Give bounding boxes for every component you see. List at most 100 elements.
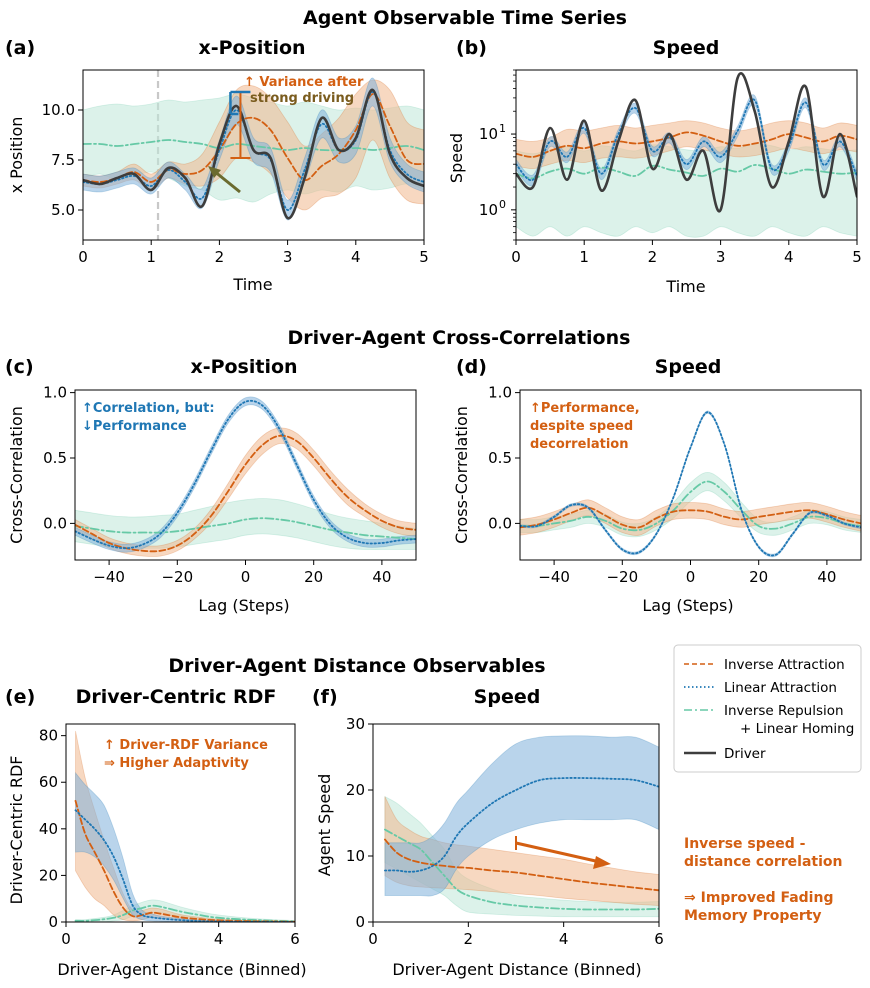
panel-label-c: (c) (5, 356, 34, 378)
panel-d-title: Speed (655, 356, 722, 378)
panel-f-ytick-label: 30 (346, 715, 365, 733)
section-title-cross-correlations: Driver-Agent Cross-Correlations (288, 327, 631, 349)
section-title-time-series: Agent Observable Time Series (303, 7, 627, 29)
panel-d-xtick-label: −20 (606, 568, 638, 586)
panel-f-line-1 (384, 838, 659, 892)
panel-e-annotation-line2: ⇒ Higher Adaptivity (104, 756, 249, 771)
panel-c-ytick-label: 0.0 (43, 514, 67, 532)
panel-f-trend-arrow-head (593, 856, 611, 869)
panel-a-ytick-label: 10.0 (42, 101, 75, 119)
panel-c-xlabel: Lag (Steps) (198, 596, 289, 615)
panel-d-line-2 (520, 411, 861, 557)
panel-e-xtick-label: 0 (61, 930, 71, 948)
panel-e-xtick-label: 4 (214, 930, 224, 948)
side-note-line3: ⇒ Improved Fading (684, 890, 833, 906)
panel-a-annotation-line2: strong driving (250, 91, 354, 106)
panel-c-title: x-Position (190, 356, 297, 378)
panel-d-line-1 (520, 506, 861, 529)
panel-a-xtick-label: 2 (215, 248, 225, 266)
panel-c-line-2 (75, 399, 416, 550)
panel-c-ytick-label: 1.0 (43, 384, 67, 402)
panel-a-xtick-label: 0 (78, 248, 88, 266)
panel-a-line-0 (83, 139, 424, 152)
panel-d-plot-area: −40 −20 0 20 40 0.0 0.5 1.0 (488, 384, 862, 586)
panel-e-frame (65, 723, 296, 923)
panel-b-ytick-label: 10 (479, 201, 498, 219)
panel-d-annotation-line3: decorrelation (530, 437, 628, 452)
panel-e-ytick-label: 0 (48, 913, 58, 931)
panel-d-speed-xcorr: (d) Speed −40 −20 0 20 40 0.0 0.5 1.0 Lag (Step… (452, 356, 862, 615)
panel-b-xtick-label: 0 (511, 248, 521, 266)
panel-c-xtick-label: −40 (93, 568, 125, 586)
panel-e-xtick-label: 2 (138, 930, 148, 948)
panel-f-ytick-label: 10 (346, 847, 365, 865)
panel-f-plot-area: 0 2 4 6 0 10 20 30 (346, 715, 664, 948)
panel-d-xtick-label: −40 (538, 568, 570, 586)
panel-c-xtick-label: 20 (304, 568, 323, 586)
panel-d-annotation-line1: ↑Performance, (530, 401, 640, 416)
panel-e-ytick-label: 40 (39, 820, 58, 838)
panel-a-xtick-label: 5 (419, 248, 429, 266)
panel-b-line-1 (516, 131, 857, 158)
panel-c-x-position-xcorr: (c) x-Position −40 −20 0 20 40 0.0 0.5 1.0 Lag … (5, 356, 417, 615)
panel-a-arrow-head (208, 166, 221, 178)
panel-c-line-1 (75, 434, 416, 553)
panel-f-xtick-label: 4 (559, 930, 569, 948)
panel-f-ytick-label: 0 (355, 913, 365, 931)
panel-c-annotation-line2: ↓Performance (82, 419, 187, 434)
legend-label-inverse-attraction: Inverse Attraction (724, 657, 845, 673)
panel-a-arrow-shaft (213, 169, 241, 194)
panel-d-band-1 (520, 499, 861, 536)
panel-f-xlabel: Driver-Agent Distance (Binned) (392, 960, 641, 979)
panel-a-frame (82, 69, 425, 241)
panel-f-series-layer (384, 735, 659, 918)
section-title-distance-observables: Driver-Agent Distance Observables (168, 655, 545, 677)
panel-b-xtick-label: 1 (579, 248, 589, 266)
panel-e-line-0 (74, 904, 295, 922)
panel-e-series-layer (74, 730, 295, 922)
panel-c-annotation-line1: ↑Correlation, but: (82, 401, 215, 416)
legend-label-linear-homing: + Linear Homing (740, 721, 854, 737)
panel-c-xtick-label: 40 (372, 568, 391, 586)
panel-b-frame (515, 69, 858, 241)
panel-d-ylabel: Cross-Correlation (452, 406, 471, 544)
panel-a-line-3 (83, 88, 424, 220)
panel-d-series-layer (520, 410, 861, 558)
panel-f-line-2 (384, 777, 659, 873)
panel-a-xlabel: Time (232, 275, 272, 294)
legend: Inverse Attraction Linear Attraction Inv… (673, 644, 862, 773)
panel-a-xtick-label: 3 (283, 248, 293, 266)
panel-b-xtick-label: 5 (852, 248, 862, 266)
panel-d-xtick-label: 20 (749, 568, 768, 586)
panel-label-e: (e) (5, 686, 35, 708)
panel-b-ytick-label: 10 (479, 125, 498, 143)
side-note-line1: Inverse speed - (684, 836, 806, 852)
panel-a-xtick-label: 1 (146, 248, 156, 266)
panel-label-a: (a) (5, 37, 35, 59)
panel-e-ylabel: Driver-Centric RDF (7, 756, 26, 905)
panel-b-band-2 (516, 94, 857, 187)
panel-f-band-2 (384, 735, 659, 897)
panel-f-ylabel: Agent Speed (315, 774, 334, 877)
panel-d-annotation-line2: despite speed (530, 419, 633, 434)
panel-b-xtick-label: 4 (784, 248, 794, 266)
panel-b-ylabel: Speed (447, 133, 466, 183)
panel-b-band-1 (516, 120, 857, 170)
panel-label-b: (b) (456, 37, 487, 59)
panel-f-line-0 (384, 828, 659, 911)
panel-e-xtick-label: 6 (290, 930, 300, 948)
panel-a-ytick-label: 7.5 (51, 151, 75, 169)
panel-c-ytick-label: 0.5 (43, 449, 67, 467)
panel-f-xtick-label: 6 (654, 930, 664, 948)
panel-b-xtick-label: 3 (716, 248, 726, 266)
panel-b-xlabel: Time (665, 277, 705, 296)
panel-label-d: (d) (456, 356, 487, 378)
panel-c-series-layer (75, 396, 416, 557)
panel-f-title: Speed (474, 686, 541, 708)
panel-b-line-2 (516, 98, 857, 182)
panel-c-xtick-label: −20 (161, 568, 193, 586)
